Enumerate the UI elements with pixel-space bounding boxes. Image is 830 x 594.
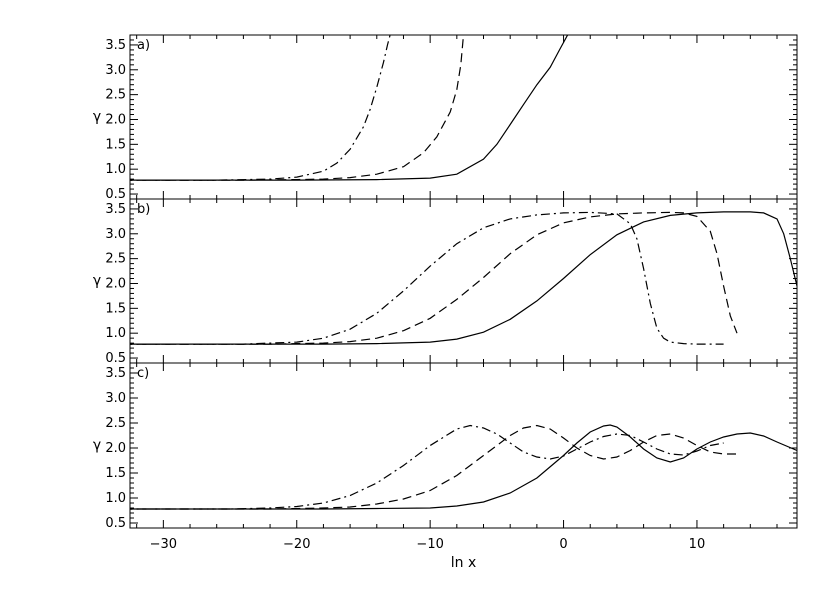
series-line-solid — [130, 35, 569, 181]
y-tick-label: 3.0 — [105, 227, 126, 242]
y-tick-label: 2.0 — [105, 441, 126, 456]
y-tick-label: 1.0 — [105, 491, 126, 506]
series-line-dashdot — [130, 211, 724, 345]
panel-label: b) — [137, 202, 150, 217]
panel-frame — [129, 198, 798, 364]
panel-c: 0.5 1.0 1.5 2.0 2.5 3.0 3.5 −30 −20 −10 0 10 γ c) ln x — [93, 362, 798, 571]
y-axis-label: γ — [93, 438, 101, 454]
panel-label: a) — [137, 38, 150, 53]
series-line-dashdot — [130, 35, 391, 181]
x-tick-label: −30 — [150, 537, 177, 552]
y-axis-label: γ — [93, 109, 101, 125]
series-line-dashdot — [130, 424, 724, 510]
x-tick-label: −10 — [416, 537, 443, 552]
series-line-dashed — [130, 35, 465, 181]
y-tick-label: 2.5 — [105, 252, 126, 267]
y-tick-label: 1.0 — [105, 162, 126, 177]
panel-a: 0.5 1.0 1.5 2.0 2.5 3.0 3.5 γ a) — [93, 34, 798, 202]
y-tick-label: 1.5 — [105, 301, 126, 316]
y-tick-label: 2.0 — [105, 276, 126, 291]
y-tick-label: 0.5 — [105, 351, 126, 366]
y-tick-label: 1.5 — [105, 466, 126, 481]
y-tick-label: 0.5 — [105, 187, 126, 202]
panel-label: c) — [137, 366, 149, 381]
x-tick-label: −20 — [283, 537, 310, 552]
y-tick-label: 0.5 — [105, 516, 126, 531]
y-tick-label: 3.5 — [105, 366, 126, 381]
panel-frame — [129, 362, 798, 529]
y-tick-label: 3.0 — [105, 63, 126, 78]
series-group — [130, 424, 797, 510]
y-tick-label: 2.5 — [105, 416, 126, 431]
x-axis-label: ln x — [451, 555, 477, 571]
series-line-dashed — [130, 424, 737, 510]
y-tick-label: 2.5 — [105, 88, 126, 103]
y-tick-label: 1.0 — [105, 326, 126, 341]
x-tick-label: 0 — [559, 537, 567, 552]
series-line-dashed — [130, 211, 738, 345]
y-tick-label: 2.0 — [105, 112, 126, 127]
series-line-solid — [130, 211, 797, 345]
y-tick-label: 3.5 — [105, 202, 126, 217]
series-group — [130, 211, 797, 345]
y-axis-label: γ — [93, 273, 101, 289]
y-tick-label: 1.5 — [105, 137, 126, 152]
x-tick-label: 10 — [689, 537, 706, 552]
y-tick-label: 3.0 — [105, 391, 126, 406]
series-line-solid — [130, 424, 797, 510]
series-group — [130, 35, 569, 181]
panel-frame — [129, 34, 798, 200]
y-tick-label: 3.5 — [105, 38, 126, 53]
panel-b: 0.5 1.0 1.5 2.0 2.5 3.0 3.5 γ b) — [93, 198, 798, 366]
